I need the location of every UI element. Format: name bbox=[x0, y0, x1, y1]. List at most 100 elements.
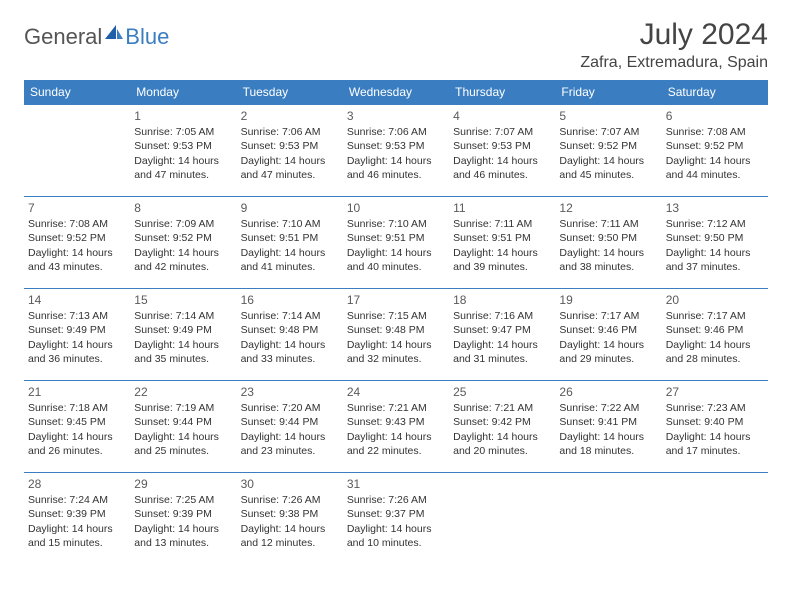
sunrise-text: Sunrise: 7:21 AM bbox=[453, 401, 551, 415]
day-number: 19 bbox=[559, 292, 657, 308]
day-number: 4 bbox=[453, 108, 551, 124]
calendar-day-cell: 24Sunrise: 7:21 AMSunset: 9:43 PMDayligh… bbox=[343, 381, 449, 473]
sunrise-text: Sunrise: 7:17 AM bbox=[559, 309, 657, 323]
day-number: 1 bbox=[134, 108, 232, 124]
daylight-text: Daylight: 14 hours bbox=[453, 154, 551, 168]
daylight-text: Daylight: 14 hours bbox=[134, 154, 232, 168]
day-number: 27 bbox=[666, 384, 764, 400]
daylight-text: Daylight: 14 hours bbox=[28, 338, 126, 352]
daylight-text: Daylight: 14 hours bbox=[559, 430, 657, 444]
daylight-text: Daylight: 14 hours bbox=[241, 430, 339, 444]
day-number: 15 bbox=[134, 292, 232, 308]
sunset-text: Sunset: 9:39 PM bbox=[134, 507, 232, 521]
calendar-week-row: 1Sunrise: 7:05 AM Sunset: 9:53 PM Daylight… bbox=[24, 105, 768, 197]
day-number: 30 bbox=[241, 476, 339, 492]
calendar-table: Sunday Monday Tuesday Wednesday Thursday… bbox=[24, 80, 768, 565]
daylight-text: Daylight: 14 hours bbox=[28, 522, 126, 536]
sunrise-text: Sunrise: 7:17 AM bbox=[666, 309, 764, 323]
daylight-text: and 40 minutes. bbox=[347, 260, 445, 274]
calendar-day-cell: 4Sunrise: 7:07 AMSunset: 9:53 PMDaylight… bbox=[449, 105, 555, 197]
logo-text-general: General bbox=[24, 24, 102, 50]
calendar-day-cell: 3Sunrise: 7:06 AMSunset: 9:53 PMDaylight… bbox=[343, 105, 449, 197]
daylight-text: and 12 minutes. bbox=[241, 536, 339, 550]
daylight-text: and 17 minutes. bbox=[666, 444, 764, 458]
sunrise-text: Sunrise: 7:20 AM bbox=[241, 401, 339, 415]
sunrise-text: Sunrise: 7:10 AM bbox=[241, 217, 339, 231]
daylight-text: Daylight: 14 hours bbox=[453, 246, 551, 260]
sunset-text: Sunset: 9:44 PM bbox=[241, 415, 339, 429]
calendar-week-row: 14Sunrise: 7:13 AMSunset: 9:49 PMDayligh… bbox=[24, 289, 768, 381]
calendar-day-cell: 11Sunrise: 7:11 AMSunset: 9:51 PMDayligh… bbox=[449, 197, 555, 289]
calendar-day-cell: 10Sunrise: 7:10 AMSunset: 9:51 PMDayligh… bbox=[343, 197, 449, 289]
calendar-week-row: 21Sunrise: 7:18 AMSunset: 9:45 PMDayligh… bbox=[24, 381, 768, 473]
day-number: 6 bbox=[666, 108, 764, 124]
day-number: 24 bbox=[347, 384, 445, 400]
sunset-text: Sunset: 9:50 PM bbox=[666, 231, 764, 245]
day-number: 21 bbox=[28, 384, 126, 400]
day-number: 10 bbox=[347, 200, 445, 216]
daylight-text: and 13 minutes. bbox=[134, 536, 232, 550]
daylight-text: Daylight: 14 hours bbox=[559, 246, 657, 260]
calendar-day-cell: 17Sunrise: 7:15 AMSunset: 9:48 PMDayligh… bbox=[343, 289, 449, 381]
calendar-day-cell: 8Sunrise: 7:09 AMSunset: 9:52 PMDaylight… bbox=[130, 197, 236, 289]
day-number: 28 bbox=[28, 476, 126, 492]
day-number: 2 bbox=[241, 108, 339, 124]
sunset-text: Sunset: 9:38 PM bbox=[241, 507, 339, 521]
calendar-day-cell: 12Sunrise: 7:11 AMSunset: 9:50 PMDayligh… bbox=[555, 197, 661, 289]
title-block: July 2024 Zafra, Extremadura, Spain bbox=[580, 18, 768, 72]
day-number: 11 bbox=[453, 200, 551, 216]
calendar-day-cell: 30Sunrise: 7:26 AMSunset: 9:38 PMDayligh… bbox=[237, 473, 343, 565]
calendar-day-cell: 26Sunrise: 7:22 AMSunset: 9:41 PMDayligh… bbox=[555, 381, 661, 473]
day-number: 20 bbox=[666, 292, 764, 308]
calendar-day-cell: 21Sunrise: 7:18 AMSunset: 9:45 PMDayligh… bbox=[24, 381, 130, 473]
daylight-text: Daylight: 14 hours bbox=[453, 338, 551, 352]
sunset-text: Sunset: 9:46 PM bbox=[559, 323, 657, 337]
sunset-text: Sunset: 9:40 PM bbox=[666, 415, 764, 429]
daylight-text: and 39 minutes. bbox=[453, 260, 551, 274]
daylight-text: and 32 minutes. bbox=[347, 352, 445, 366]
sunset-text: Sunset: 9:44 PM bbox=[134, 415, 232, 429]
daylight-text: and 36 minutes. bbox=[28, 352, 126, 366]
sunset-text: Sunset: 9:49 PM bbox=[134, 323, 232, 337]
calendar-day-cell: 23Sunrise: 7:20 AMSunset: 9:44 PMDayligh… bbox=[237, 381, 343, 473]
calendar-day-cell: 31Sunrise: 7:26 AMSunset: 9:37 PMDayligh… bbox=[343, 473, 449, 565]
sunset-text: Sunset: 9:45 PM bbox=[28, 415, 126, 429]
daylight-text: Daylight: 14 hours bbox=[559, 338, 657, 352]
sunrise-text: Sunrise: 7:24 AM bbox=[28, 493, 126, 507]
calendar-day-cell: 6Sunrise: 7:08 AMSunset: 9:52 PMDaylight… bbox=[662, 105, 768, 197]
sunrise-text: Sunrise: 7:23 AM bbox=[666, 401, 764, 415]
daylight-text: Daylight: 14 hours bbox=[347, 338, 445, 352]
sunset-text: Sunset: 9:52 PM bbox=[666, 139, 764, 153]
sunset-text: Sunset: 9:53 PM bbox=[241, 139, 339, 153]
daylight-text: Daylight: 14 hours bbox=[134, 338, 232, 352]
logo-sail-icon bbox=[105, 25, 123, 46]
calendar-week-row: 7Sunrise: 7:08 AMSunset: 9:52 PMDaylight… bbox=[24, 197, 768, 289]
sunrise-text: Sunrise: 7:14 AM bbox=[241, 309, 339, 323]
sunset-text: Sunset: 9:51 PM bbox=[453, 231, 551, 245]
calendar-page: General Blue July 2024 Zafra, Extremadur… bbox=[0, 0, 792, 583]
sunset-text: Sunset: 9:47 PM bbox=[453, 323, 551, 337]
calendar-day-cell: 13Sunrise: 7:12 AMSunset: 9:50 PMDayligh… bbox=[662, 197, 768, 289]
sunrise-text: Sunrise: 7:15 AM bbox=[347, 309, 445, 323]
sunset-text: Sunset: 9:42 PM bbox=[453, 415, 551, 429]
sunrise-text: Sunrise: 7:05 AM bbox=[134, 125, 232, 139]
calendar-day-cell: 20Sunrise: 7:17 AMSunset: 9:46 PMDayligh… bbox=[662, 289, 768, 381]
day-number: 16 bbox=[241, 292, 339, 308]
calendar-day-cell: 16Sunrise: 7:14 AMSunset: 9:48 PMDayligh… bbox=[237, 289, 343, 381]
daylight-text: Daylight: 14 hours bbox=[241, 522, 339, 536]
daylight-text: and 28 minutes. bbox=[666, 352, 764, 366]
day-number: 12 bbox=[559, 200, 657, 216]
day-number: 23 bbox=[241, 384, 339, 400]
daylight-text: and 20 minutes. bbox=[453, 444, 551, 458]
daylight-text: and 46 minutes. bbox=[453, 168, 551, 182]
daylight-text: and 46 minutes. bbox=[347, 168, 445, 182]
day-number: 13 bbox=[666, 200, 764, 216]
sunrise-text: Sunrise: 7:19 AM bbox=[134, 401, 232, 415]
calendar-day-cell: 2Sunrise: 7:06 AMSunset: 9:53 PMDaylight… bbox=[237, 105, 343, 197]
daylight-text: Daylight: 14 hours bbox=[666, 430, 764, 444]
weekday-header: Monday bbox=[130, 80, 236, 105]
daylight-text: and 43 minutes. bbox=[28, 260, 126, 274]
header: General Blue July 2024 Zafra, Extremadur… bbox=[24, 18, 768, 72]
location-label: Zafra, Extremadura, Spain bbox=[580, 54, 768, 72]
sunrise-text: Sunrise: 7:16 AM bbox=[453, 309, 551, 323]
